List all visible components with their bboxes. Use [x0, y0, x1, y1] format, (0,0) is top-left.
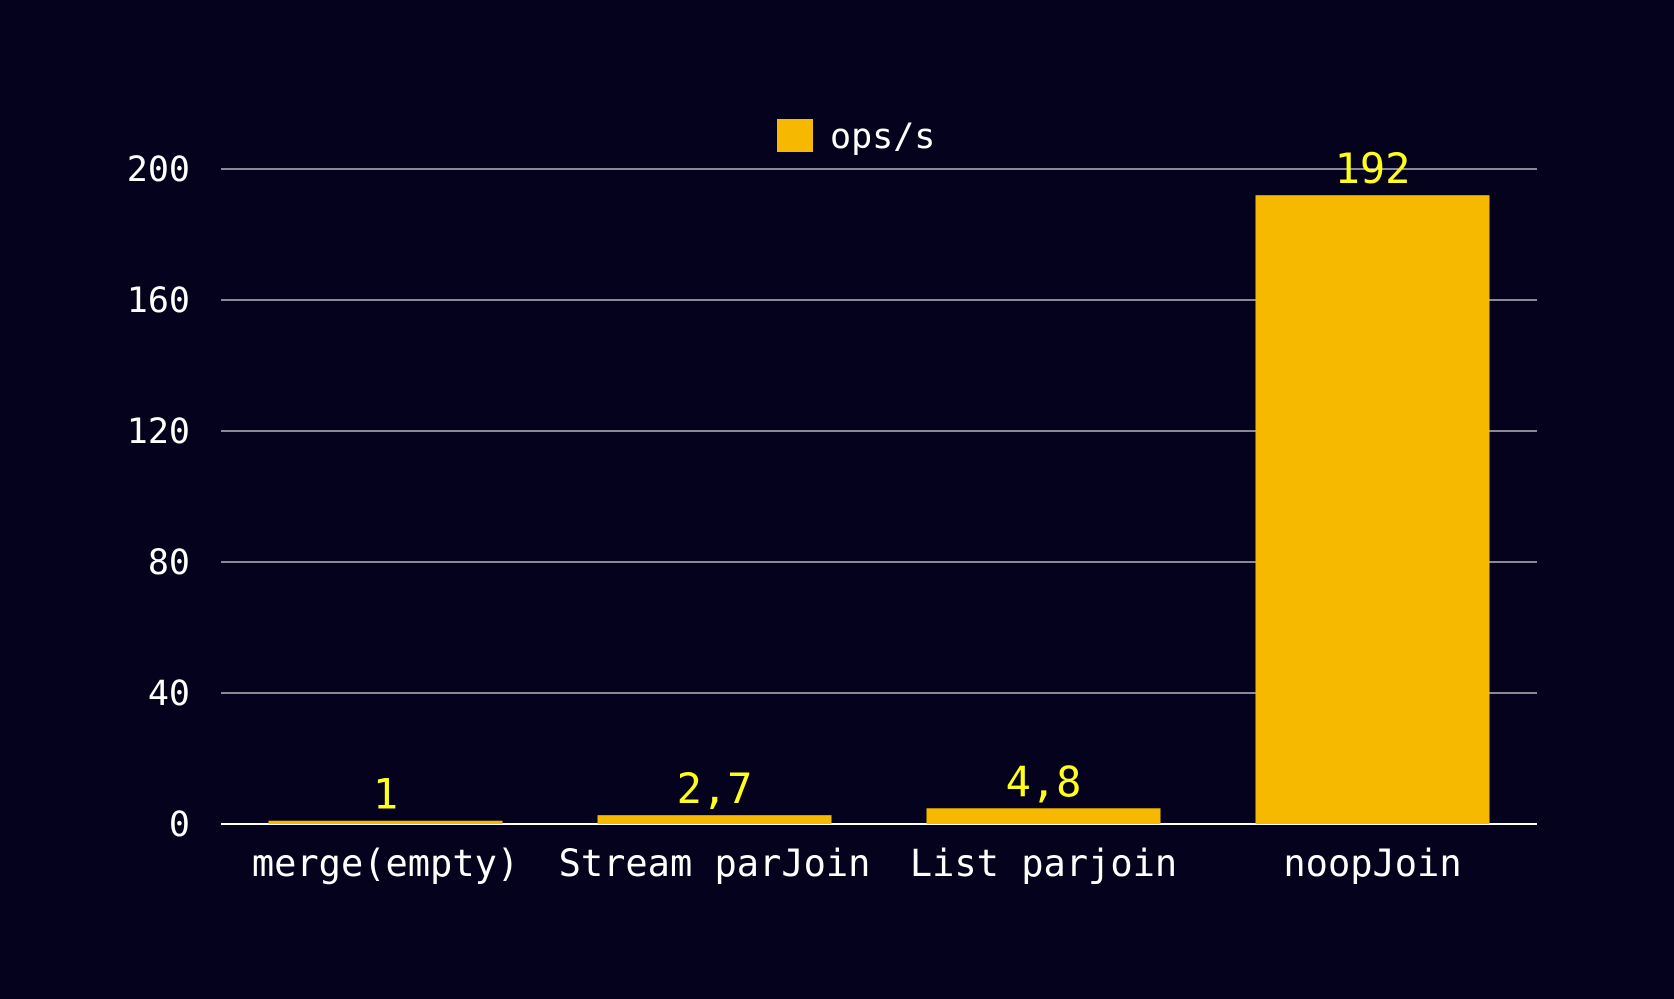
legend-label: ops/s: [830, 117, 935, 157]
x-tick-label: Stream parJoin: [559, 842, 871, 885]
legend: ops/s: [777, 117, 935, 157]
y-tick-label: 80: [148, 543, 190, 583]
y-axis: 0 40 80 120 160 200: [127, 150, 190, 845]
x-tick-label: merge(empty): [252, 842, 519, 885]
bar: [926, 808, 1161, 824]
x-tick-label: noopJoin: [1283, 842, 1461, 885]
x-axis: merge(empty) Stream parJoin List parjoin no…: [252, 842, 1462, 885]
value-label: 2,7: [677, 764, 753, 813]
bar: [597, 815, 832, 824]
y-tick-label: 200: [127, 150, 190, 190]
value-label: 1: [373, 770, 398, 819]
bar: [1255, 195, 1490, 824]
y-tick-label: 0: [169, 805, 190, 845]
value-label: 192: [1335, 144, 1411, 193]
y-tick-label: 120: [127, 412, 190, 452]
x-tick-label: List parjoin: [910, 842, 1177, 885]
y-tick-label: 40: [148, 674, 190, 714]
bars: 1 2,7 4,8 192: [268, 144, 1490, 824]
bar: [268, 820, 503, 824]
y-tick-label: 160: [127, 281, 190, 321]
legend-swatch: [777, 119, 813, 152]
value-label: 4,8: [1006, 757, 1082, 806]
